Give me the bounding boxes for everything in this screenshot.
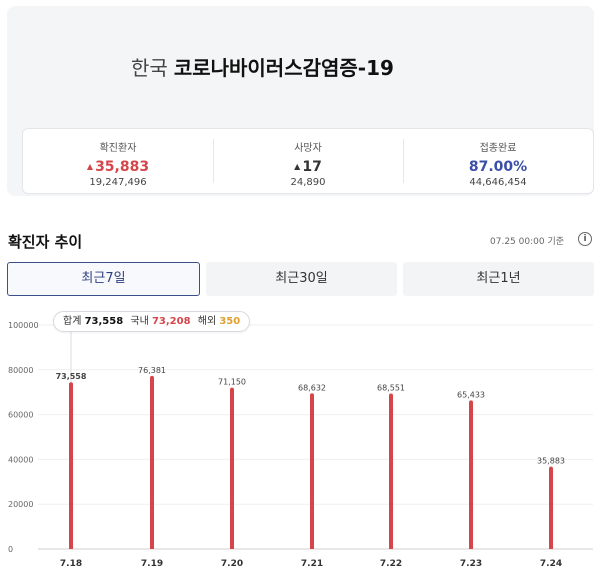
y-tick-label: 80000 bbox=[8, 366, 33, 375]
as-of-timestamp: 07.25 00:00 기준 bbox=[490, 237, 564, 247]
data-label: 35,883 bbox=[537, 457, 565, 466]
bar-cap bbox=[549, 466, 553, 471]
stat-label: 확진환자 bbox=[99, 143, 137, 154]
y-tick-label: 100000 bbox=[8, 321, 39, 330]
data-label: 71,150 bbox=[218, 378, 246, 387]
bar bbox=[549, 468, 553, 549]
period-tabs: 최근7일 최근30일 최근1년 bbox=[7, 262, 594, 296]
bar-cap bbox=[230, 387, 234, 392]
y-tick-label: 60000 bbox=[8, 411, 33, 420]
stat-deaths: 사망자 ▲ 17 24,890 bbox=[213, 129, 403, 193]
up-triangle-icon: ▲ bbox=[294, 162, 301, 171]
x-tick-label: 7.22 bbox=[380, 559, 402, 569]
bar-cap bbox=[469, 400, 473, 405]
stat-vaccinated: 접종완료 87.00% 44,646,454 bbox=[403, 129, 593, 193]
data-label: 65,433 bbox=[457, 390, 485, 399]
data-label: 76,381 bbox=[138, 366, 166, 375]
stat-label: 사망자 bbox=[294, 143, 322, 154]
data-label: 68,551 bbox=[377, 383, 405, 392]
disease-name: 코로나바이러스감염증-19 bbox=[173, 56, 394, 80]
tab-1year[interactable]: 최근1년 bbox=[403, 262, 594, 296]
bar bbox=[310, 395, 314, 549]
country-name: 한국 bbox=[131, 56, 168, 80]
y-tick-label: 40000 bbox=[8, 455, 33, 464]
y-tick-label: 0 bbox=[8, 545, 13, 554]
stat-value: 87.00% bbox=[468, 159, 528, 175]
page-title: 한국 코로나바이러스감염증-19 bbox=[131, 52, 394, 81]
bar bbox=[230, 389, 234, 549]
section-title: 확진자 추이 bbox=[8, 233, 83, 251]
stat-total: 44,646,454 bbox=[469, 177, 527, 188]
bar bbox=[150, 377, 154, 549]
data-label: 73,558 bbox=[56, 372, 87, 381]
stat-total: 24,890 bbox=[290, 177, 326, 188]
info-icon[interactable]: i bbox=[578, 232, 592, 246]
x-tick-label: 7.18 bbox=[60, 559, 82, 569]
x-tick-label: 7.23 bbox=[460, 559, 482, 569]
bar-cap bbox=[69, 382, 73, 387]
bar bbox=[69, 384, 73, 549]
bar bbox=[469, 402, 473, 549]
stat-confirmed: 확진환자 ▲ 35,883 19,247,496 bbox=[23, 129, 213, 193]
x-tick-label: 7.24 bbox=[540, 559, 562, 569]
bar-cap bbox=[310, 393, 314, 398]
stat-total: 19,247,496 bbox=[89, 177, 147, 188]
tab-7days[interactable]: 최근7일 bbox=[7, 262, 200, 296]
up-triangle-icon: ▲ bbox=[86, 162, 94, 171]
cases-bar-chart: 0 20000 40000 60000 80000 100000 73,558 76,381 7… bbox=[8, 321, 593, 569]
stats-panel: 확진환자 ▲ 35,883 19,247,496 사망자 ▲ 17 24,890 접… bbox=[22, 128, 594, 194]
y-tick-label: 20000 bbox=[8, 500, 33, 509]
x-tick-label: 7.20 bbox=[221, 559, 243, 569]
x-tick-label: 7.19 bbox=[141, 559, 163, 569]
x-tick-label: 7.21 bbox=[301, 559, 323, 569]
data-label: 68,632 bbox=[298, 383, 326, 392]
stat-label: 접종완료 bbox=[479, 143, 517, 154]
tab-30days[interactable]: 최근30일 bbox=[206, 262, 397, 296]
bar-cap bbox=[389, 393, 393, 398]
chart-tooltip: 합계 73,558 국내 73,208 해외 350 bbox=[53, 311, 251, 332]
bar bbox=[389, 395, 393, 549]
bar-cap bbox=[150, 375, 154, 380]
summary-card: 한국 코로나바이러스감염증-19 확진환자 ▲ 35,883 19,247,496 … bbox=[7, 6, 594, 196]
stat-value: ▲ 17 bbox=[294, 159, 322, 175]
stat-value: ▲ 35,883 bbox=[86, 159, 150, 175]
